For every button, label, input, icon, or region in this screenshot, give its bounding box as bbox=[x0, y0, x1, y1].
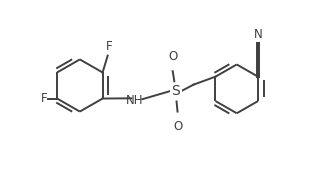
Text: F: F bbox=[106, 40, 112, 53]
Text: S: S bbox=[172, 84, 180, 98]
Text: O: O bbox=[168, 50, 177, 63]
Text: O: O bbox=[173, 120, 182, 133]
Text: F: F bbox=[41, 92, 47, 105]
Text: N: N bbox=[254, 28, 262, 41]
Text: NH: NH bbox=[126, 94, 143, 107]
